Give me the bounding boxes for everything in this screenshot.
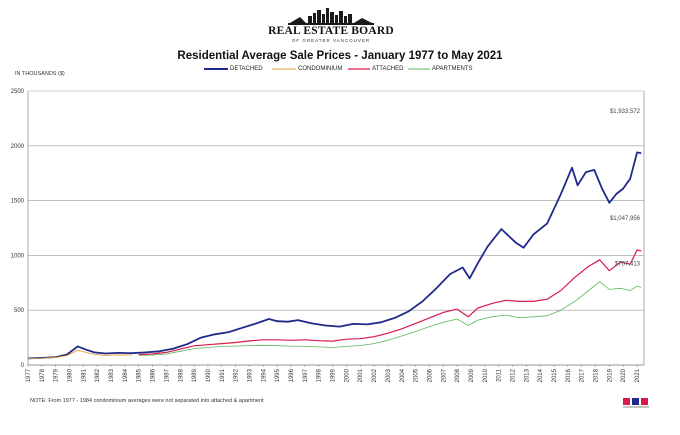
series-line-condominium — [27, 349, 132, 359]
x-tick-1982: 1982 — [95, 368, 101, 382]
x-tick-2020: 2020 — [621, 368, 627, 382]
x-tick-1998: 1998 — [317, 368, 323, 382]
x-tick-2007: 2007 — [441, 368, 447, 382]
x-tick-1999: 1999 — [331, 368, 337, 382]
x-tick-1981: 1981 — [81, 368, 87, 382]
x-tick-2001: 2001 — [358, 368, 364, 382]
x-tick-2021: 2021 — [635, 368, 641, 382]
y-tick-0: 0 — [21, 363, 25, 369]
x-tick-1983: 1983 — [109, 368, 115, 382]
legend-swatches — [204, 68, 430, 70]
x-tick-2002: 2002 — [372, 368, 378, 382]
x-tick-1993: 1993 — [247, 368, 253, 382]
legend-label-apartments: APARTMENTS — [432, 66, 473, 72]
x-tick-2018: 2018 — [594, 368, 600, 382]
x-tick-2017: 2017 — [580, 368, 586, 382]
legend-label-attached: ATTACHED — [372, 66, 404, 72]
x-tick-1977: 1977 — [26, 368, 32, 382]
x-tick-2003: 2003 — [386, 368, 392, 382]
x-tick-1978: 1978 — [40, 368, 46, 382]
y-tick-2500: 2500 — [11, 89, 25, 95]
x-tick-1996: 1996 — [289, 368, 295, 382]
x-tick-2012: 2012 — [510, 368, 516, 382]
annotation-attached: $1,047,956 — [610, 216, 641, 222]
legend-label-detached: DETACHED — [230, 66, 263, 72]
y-axis-label: IN THOUSANDS ($) — [15, 71, 65, 77]
legend-label-condominium: CONDOMINIUM — [298, 66, 343, 72]
y-tick-500: 500 — [14, 308, 25, 314]
x-tick-1984: 1984 — [123, 368, 129, 382]
y-tick-1500: 1500 — [11, 199, 25, 205]
x-tick-1979: 1979 — [54, 368, 60, 382]
logo-title: REAL ESTATE BOARD — [268, 25, 394, 37]
x-tick-1980: 1980 — [68, 368, 74, 382]
x-tick-1995: 1995 — [275, 368, 281, 382]
annotation-apartments: $707,413 — [615, 261, 641, 267]
price-line-chart: 0 500 1000 1500 2000 2500 1977 1978 1979 1980 198… — [11, 89, 645, 382]
x-tick-2011: 2011 — [497, 368, 503, 382]
annotation-detached: $1,933,572 — [610, 109, 641, 115]
x-tick-labels: 1977 1978 1979 1980 1981 1982 1983 1984 1985 1986… — [26, 368, 641, 382]
x-tick-1990: 1990 — [206, 368, 212, 382]
x-tick-1997: 1997 — [303, 368, 309, 382]
grid-lines — [27, 90, 645, 367]
chart-title: Residential Average Sale Prices - Januar… — [177, 50, 503, 62]
real-estate-board-logo — [288, 8, 374, 25]
x-tick-2013: 2013 — [524, 368, 530, 382]
value-annotations: $1,933,572 $1,047,956 $707,413 — [610, 109, 641, 267]
logo-subtitle: OF GREATER VANCOUVER — [291, 38, 371, 43]
x-tick-2008: 2008 — [455, 368, 461, 382]
y-tick-1000: 1000 — [11, 253, 25, 259]
x-tick-1991: 1991 — [220, 368, 226, 382]
x-tick-2015: 2015 — [552, 368, 558, 382]
series-line-attached — [138, 249, 642, 356]
y-tick-labels: 0 500 1000 1500 2000 2500 — [11, 89, 25, 369]
chart-note: NOTE: From 1977 - 1984 condominium avera… — [30, 398, 264, 404]
x-tick-2005: 2005 — [414, 368, 420, 382]
x-tick-1992: 1992 — [234, 368, 240, 382]
x-tick-1987: 1987 — [164, 368, 170, 382]
series-line-detached — [27, 151, 642, 360]
x-tick-2014: 2014 — [538, 368, 544, 382]
x-tick-1986: 1986 — [151, 368, 157, 382]
x-tick-2004: 2004 — [400, 368, 406, 382]
series-lines — [27, 151, 642, 360]
x-tick-1994: 1994 — [261, 368, 267, 382]
y-tick-2000: 2000 — [11, 144, 25, 150]
x-tick-2010: 2010 — [483, 368, 489, 382]
x-tick-2016: 2016 — [566, 368, 572, 382]
x-tick-2009: 2009 — [469, 368, 475, 382]
x-tick-1989: 1989 — [192, 368, 198, 382]
series-line-apartments — [138, 281, 642, 356]
x-tick-1988: 1988 — [178, 368, 184, 382]
x-tick-2019: 2019 — [607, 368, 613, 382]
footer-logo-icon — [623, 398, 649, 408]
chart-legend: DETACHED CONDOMINIUM ATTACHED APARTMENTS — [200, 64, 485, 74]
x-tick-2006: 2006 — [427, 368, 433, 382]
x-tick-1985: 1985 — [137, 368, 143, 382]
x-tick-2000: 2000 — [344, 368, 350, 382]
